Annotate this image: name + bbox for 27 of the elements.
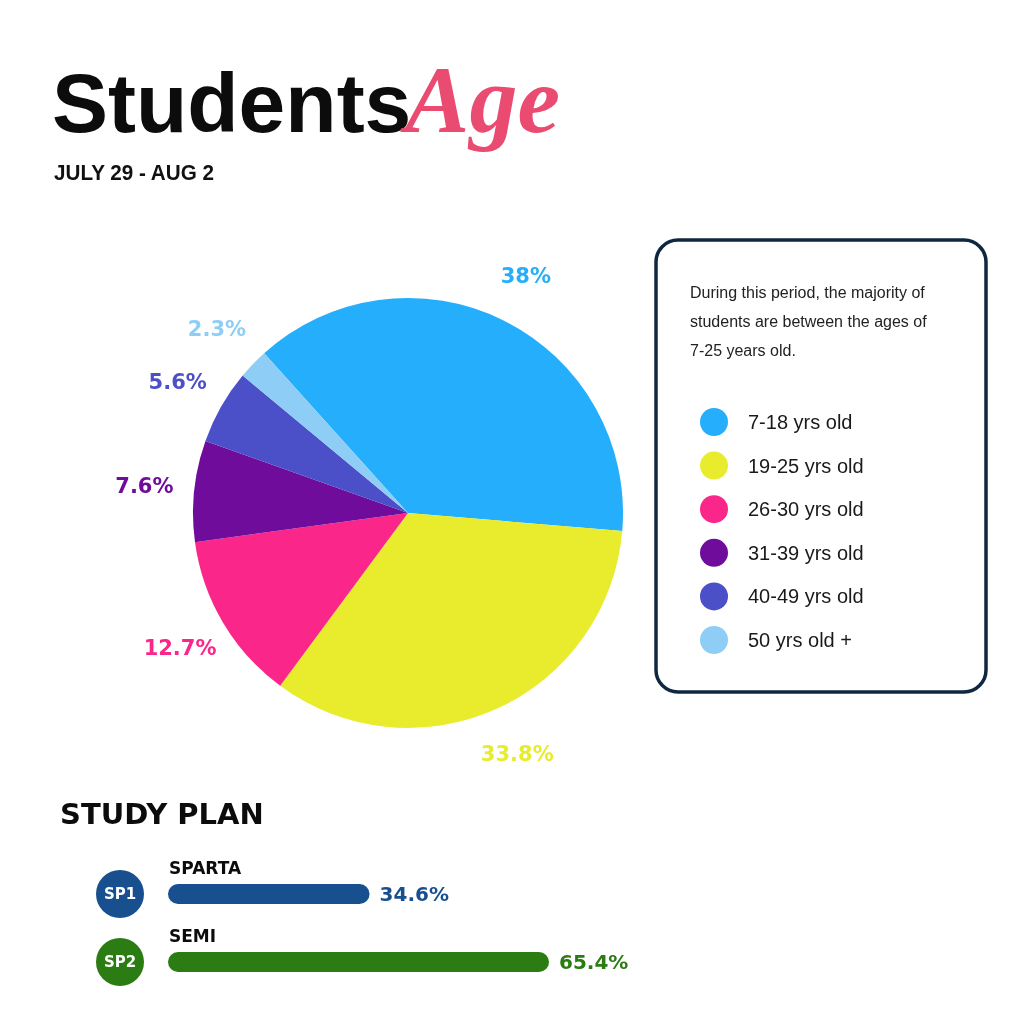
data-label: 7.6% [115, 473, 174, 498]
data-label: 38% [500, 263, 551, 288]
chart-title: StudentsAge [52, 46, 560, 153]
legend-label: 50 yrs old + [748, 629, 852, 651]
pie-slice [193, 441, 408, 543]
pie-slice [280, 513, 623, 728]
text: During this period, the majority of students are between the ages of 7-25 years old. [690, 284, 928, 359]
text: SP2 [103, 953, 137, 971]
y-tick-label: SPARTA [169, 858, 242, 878]
data-label: 34.6% [379, 882, 449, 906]
legend-label: 26-30 yrs old [748, 498, 864, 521]
pie-slice [205, 375, 408, 513]
data-label: 5.6% [148, 369, 207, 394]
legend-label: 31-39 yrs old [748, 541, 864, 564]
y-tick-label: SEMI [169, 926, 217, 946]
data-label: 65.4% [559, 950, 629, 974]
pie-slice [242, 353, 408, 513]
pie-slice [264, 298, 623, 531]
legend-label: 7-18 yrs old [748, 411, 853, 433]
legend-label: 40-49 yrs old [748, 585, 864, 608]
data-label: 33.8% [480, 742, 554, 767]
chart-subtitle: JULY 29 - AUG 2 [54, 160, 225, 185]
legend-label: 19-25 yrs old [748, 454, 864, 477]
data-label: 12.7% [143, 636, 217, 661]
chart-title: STUDY PLAN [60, 797, 264, 831]
text: SP1 [103, 885, 137, 903]
data-label: 2.3% [187, 317, 247, 342]
